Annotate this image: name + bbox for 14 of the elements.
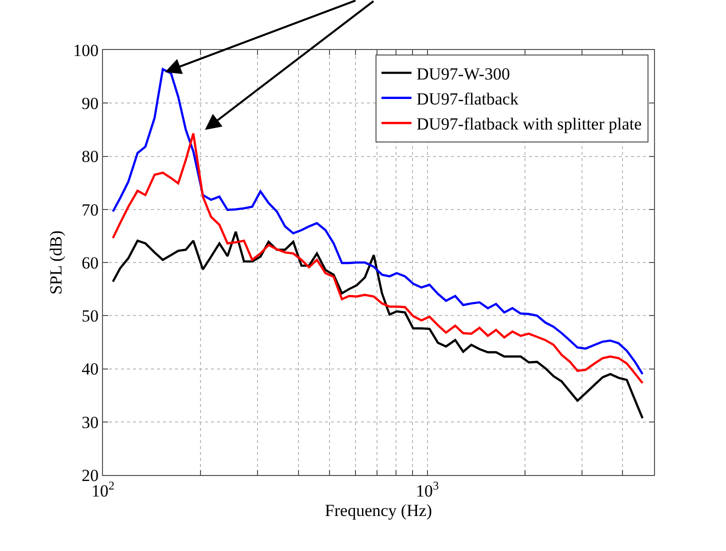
legend-label: DU97-flatback	[416, 90, 519, 109]
legend-label: DU97-flatback with splitter plate	[416, 114, 642, 134]
y-tick-label: 80	[82, 147, 99, 166]
y-tick-label: 40	[82, 360, 99, 379]
y-tick-label: 50	[82, 306, 99, 326]
y-tick-label: 70	[82, 200, 99, 220]
legend-label: DU97-W-300	[416, 64, 510, 84]
x-tick-label: 10$^{3}$	[416, 478, 439, 500]
x-axis-title: Frequency (Hz)	[324, 500, 432, 520]
y-tick-label: 100	[73, 40, 99, 60]
y-axis-title: SPL (dB)	[46, 230, 66, 295]
y-tick-label: 60	[82, 253, 99, 272]
y-tick-label: 90	[82, 94, 99, 114]
y-tick-label: 30	[82, 412, 99, 432]
